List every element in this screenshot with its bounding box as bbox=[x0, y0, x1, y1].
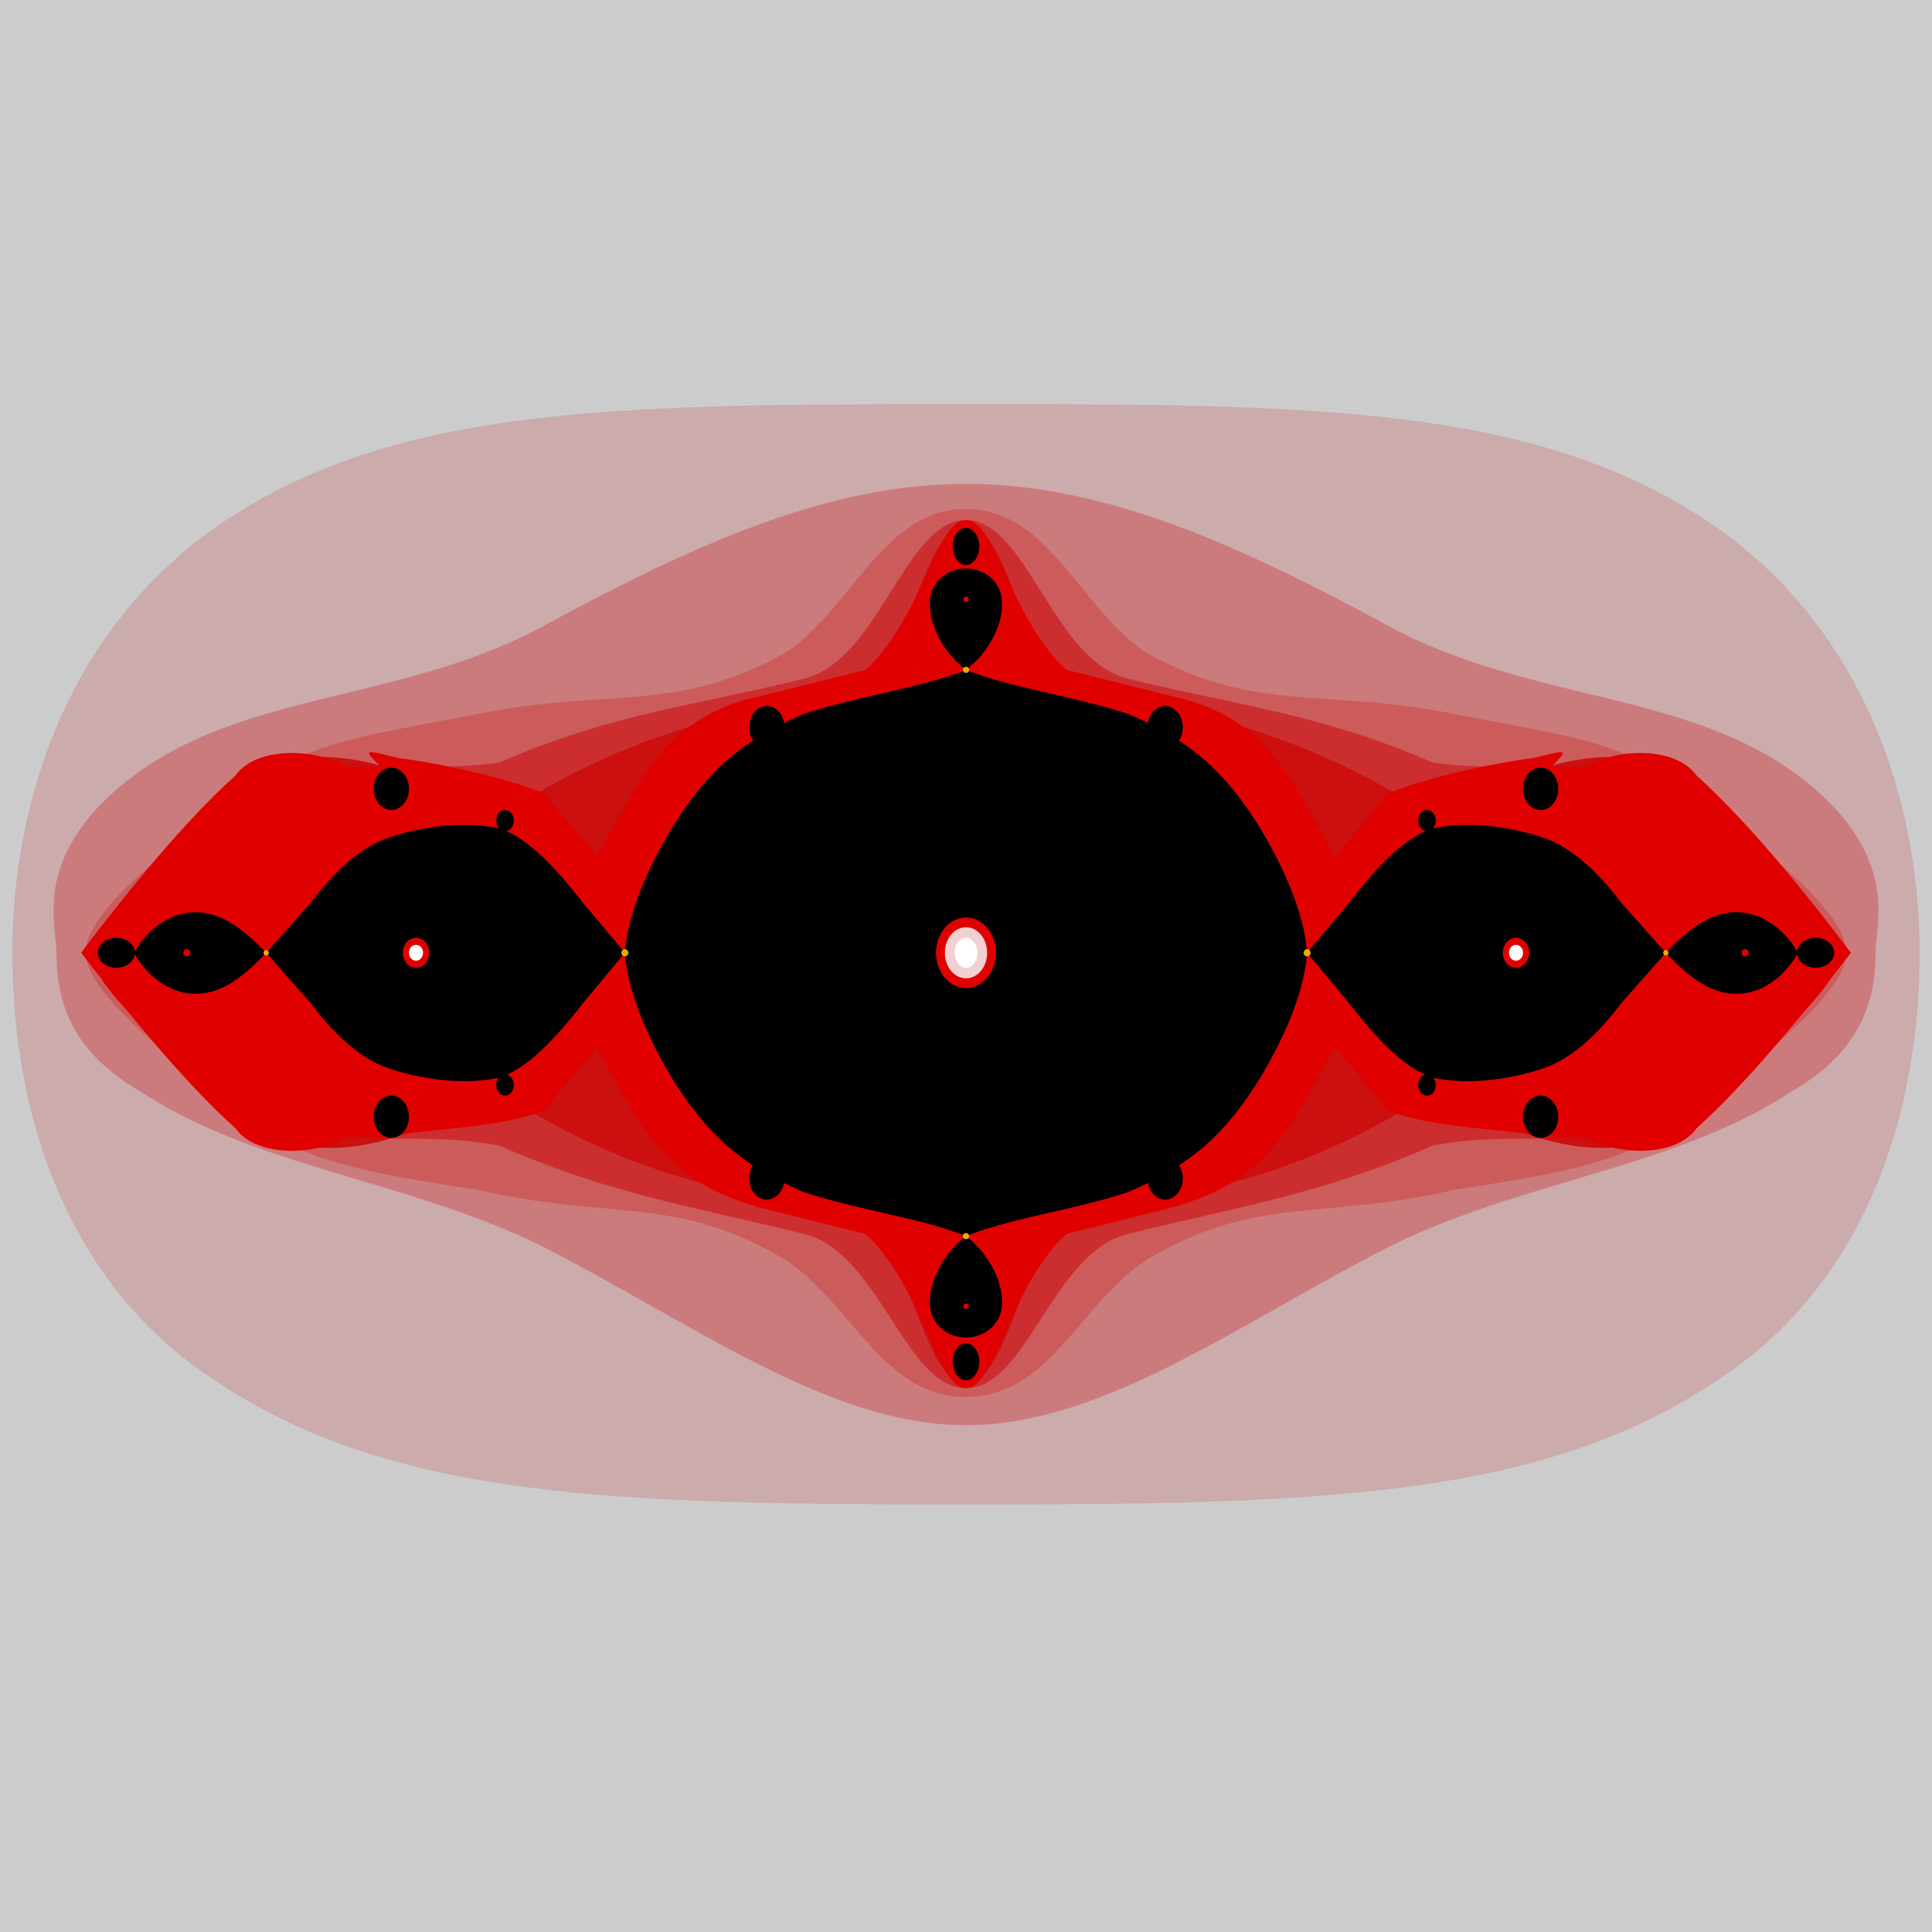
interior-highlights bbox=[183, 597, 1749, 1309]
glow-pinch-left bbox=[621, 949, 628, 956]
bud-2 bbox=[1148, 706, 1183, 748]
far-right-bulb bbox=[1666, 912, 1798, 994]
left-bulb-highlight-core bbox=[409, 945, 423, 961]
glow-pinch-bottom bbox=[963, 1233, 969, 1239]
far-left-dot bbox=[183, 949, 190, 956]
right-bulb-highlight-core bbox=[1509, 945, 1523, 961]
bud-10 bbox=[1217, 801, 1235, 822]
bud-14 bbox=[1418, 810, 1436, 831]
bud-6 bbox=[1523, 768, 1558, 810]
glow-pinch-far-left bbox=[264, 950, 269, 955]
bud-7 bbox=[374, 1096, 409, 1138]
bottom-bulb bbox=[930, 1236, 1002, 1338]
glow-pinch-far-right bbox=[1663, 950, 1668, 955]
bud-1 bbox=[749, 706, 784, 748]
bud-13 bbox=[496, 810, 514, 831]
bud-15 bbox=[496, 1074, 514, 1096]
bud-11 bbox=[697, 1083, 715, 1104]
boundary-glow bbox=[264, 667, 1668, 1239]
bud-5 bbox=[374, 768, 409, 810]
right-bulb bbox=[1307, 825, 1666, 1081]
center-highlight-core bbox=[955, 938, 977, 968]
tip-left-bulb bbox=[98, 938, 135, 968]
top-dot bbox=[963, 597, 969, 602]
bud-12 bbox=[1217, 1083, 1235, 1104]
top-bulb bbox=[930, 568, 1002, 670]
left-bulb bbox=[266, 825, 625, 1081]
bud-9 bbox=[697, 801, 715, 822]
far-right-dot bbox=[1742, 949, 1749, 956]
bottom-dot bbox=[963, 1304, 969, 1309]
tip-right-bulb bbox=[1797, 938, 1834, 968]
bud-16 bbox=[1418, 1074, 1436, 1096]
tip-top-bulb bbox=[953, 528, 979, 565]
bud-4 bbox=[1148, 1157, 1183, 1200]
bud-8 bbox=[1523, 1096, 1558, 1138]
glow-pinch-top bbox=[963, 667, 969, 673]
far-left-bulb bbox=[134, 912, 266, 994]
glow-pinch-right bbox=[1304, 949, 1311, 956]
bud-3 bbox=[749, 1157, 784, 1200]
tip-bottom-bulb bbox=[953, 1343, 979, 1380]
